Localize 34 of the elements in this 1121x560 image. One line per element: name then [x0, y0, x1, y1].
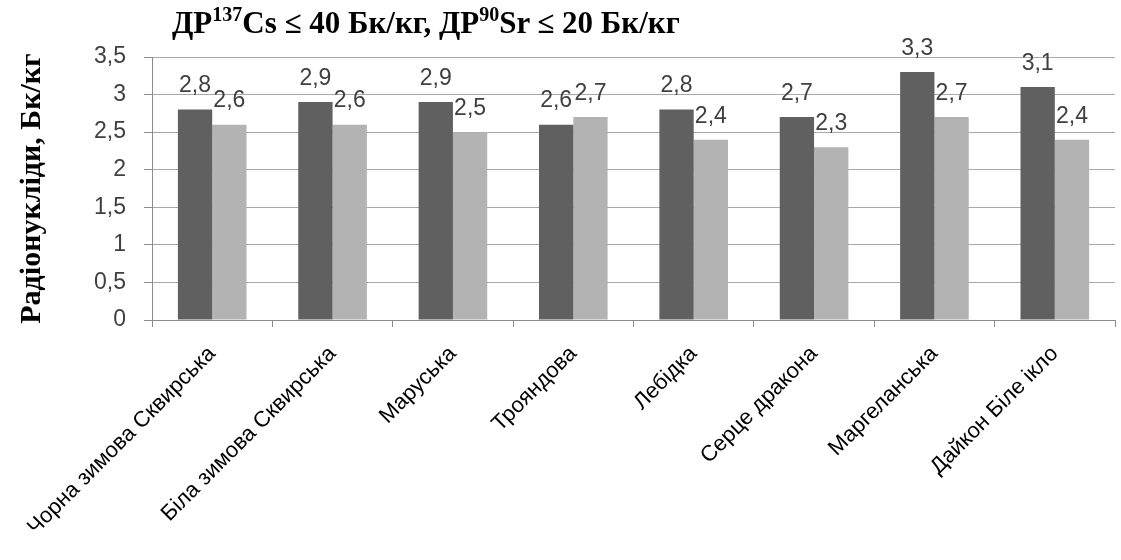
y-tick-label: 2	[113, 155, 126, 182]
bar	[1020, 87, 1055, 320]
data-label: 2,4	[694, 101, 728, 128]
y-tick-label: 2,5	[94, 117, 126, 144]
data-label: 2,6	[213, 86, 246, 113]
data-label: 2,9	[419, 63, 452, 90]
data-label: 2,7	[574, 78, 607, 105]
bar	[298, 102, 333, 320]
data-label: 2,4	[1055, 101, 1089, 128]
bar	[779, 117, 815, 320]
data-label: 3,3	[901, 33, 934, 60]
data-label: 2,8	[660, 71, 693, 98]
data-label: 2,7	[935, 78, 968, 105]
y-tick-label: 0,5	[94, 267, 126, 294]
bar	[418, 102, 453, 320]
y-tick-label: 3	[113, 79, 126, 106]
y-tick-label: 1	[113, 230, 126, 257]
bar	[900, 72, 935, 320]
bar	[539, 124, 574, 320]
y-tick-label: 1,5	[94, 192, 126, 219]
data-label: 2,3	[815, 109, 848, 136]
y-tick-label: 3,5	[94, 42, 126, 69]
bar	[659, 109, 694, 320]
data-label: 2,9	[299, 63, 332, 90]
chart-title: ДР$^{137}$Cs ≤ 40 Бк/кг, ДР$^{90}$Sr ≤ 20 Бк/кг	[172, 3, 680, 42]
bar	[177, 109, 213, 320]
data-label: 2,8	[179, 71, 212, 98]
y-tick-label: 0	[113, 305, 126, 332]
y-axis-title: Радіонукліди, Бк/кг	[12, 53, 46, 324]
data-label: 2,5	[454, 93, 487, 120]
data-label: 2,6	[333, 86, 366, 113]
data-label: 2,7	[780, 78, 813, 105]
data-label: 3,1	[1021, 48, 1054, 75]
data-label: 2,6	[540, 86, 573, 113]
